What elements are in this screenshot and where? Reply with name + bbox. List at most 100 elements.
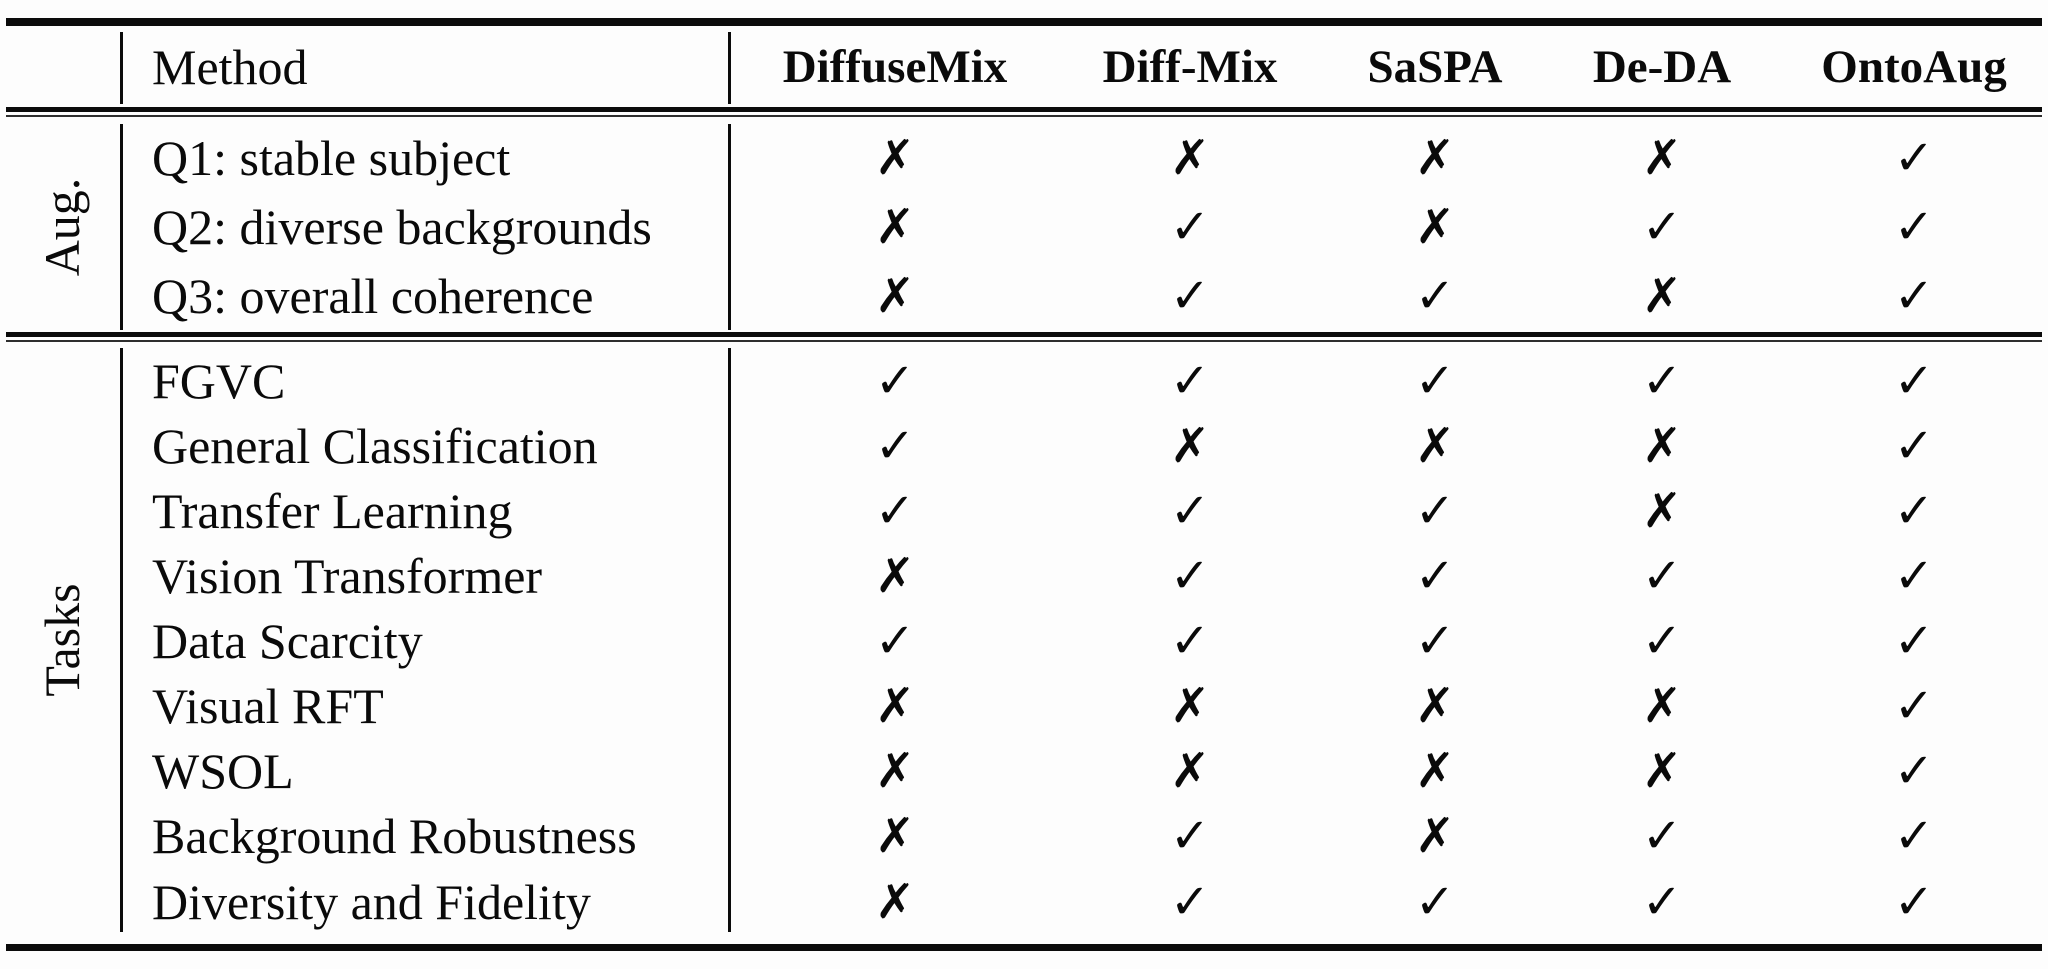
vertical-rule: [120, 124, 123, 330]
vertical-rule: [728, 32, 731, 104]
row-label: WSOL: [152, 743, 294, 799]
check-icon: ✓: [1893, 743, 1935, 799]
cross-icon: ✗: [874, 268, 916, 324]
check-icon: ✓: [1414, 268, 1456, 324]
row-label: Q1: stable subject: [152, 130, 511, 186]
row-label: Q2: diverse backgrounds: [152, 199, 652, 255]
cross-icon: ✗: [874, 199, 916, 255]
vertical-rule: [120, 348, 123, 932]
column-header-diff-mix: Diff-Mix: [1102, 41, 1278, 93]
row-label: General Classification: [152, 418, 598, 474]
check-icon: ✓: [1893, 483, 1935, 539]
cross-icon: ✗: [1169, 130, 1211, 186]
column-header-diffusemix: DiffuseMix: [782, 41, 1008, 93]
cross-icon: ✗: [1169, 418, 1211, 474]
cross-icon: ✗: [1641, 678, 1683, 734]
cross-icon: ✗: [874, 678, 916, 734]
section-aug: Aug. Q1: stable subject ✗ ✗ ✗ ✗ ✓ Q2: di…: [0, 124, 2048, 330]
section-separator-rule: [6, 332, 2042, 337]
check-icon: ✓: [1893, 199, 1935, 255]
row-fgvc: FGVC ✓ ✓ ✓ ✓ ✓: [0, 348, 2048, 414]
check-icon: ✓: [1169, 199, 1211, 255]
row-visual-rft: Visual RFT ✗ ✗ ✗ ✗ ✓: [0, 673, 2048, 739]
check-icon: ✓: [874, 353, 916, 409]
row-q1-stable-subject: Q1: stable subject ✗ ✗ ✗ ✗ ✓: [0, 124, 2048, 193]
row-label: Background Robustness: [152, 808, 637, 864]
vertical-rule: [728, 124, 731, 330]
row-wsol: WSOL ✗ ✗ ✗ ✗ ✓: [0, 738, 2048, 804]
check-icon: ✓: [1641, 808, 1683, 864]
check-icon: ✓: [1641, 353, 1683, 409]
column-header-saspa: SaSPA: [1367, 41, 1503, 93]
check-icon: ✓: [1414, 353, 1456, 409]
row-label: Transfer Learning: [152, 483, 513, 539]
row-label: Q3: overall coherence: [152, 268, 594, 324]
method-column-header: Method: [152, 39, 308, 95]
check-icon: ✓: [1169, 808, 1211, 864]
cross-icon: ✗: [1641, 130, 1683, 186]
cross-icon: ✗: [874, 743, 916, 799]
check-icon: ✓: [1893, 268, 1935, 324]
check-icon: ✓: [1893, 418, 1935, 474]
cross-icon: ✗: [1641, 743, 1683, 799]
cross-icon: ✗: [1641, 418, 1683, 474]
column-header-ontoaug: OntoAug: [1821, 41, 2007, 93]
check-icon: ✓: [1169, 548, 1211, 604]
row-label: Visual RFT: [152, 678, 384, 734]
row-q2-diverse-backgrounds: Q2: diverse backgrounds ✗ ✓ ✗ ✓ ✓: [0, 193, 2048, 262]
table-top-rule: [6, 18, 2042, 26]
cross-icon: ✗: [1169, 678, 1211, 734]
check-icon: ✓: [1893, 808, 1935, 864]
row-label: Vision Transformer: [152, 548, 543, 604]
cross-icon: ✗: [874, 548, 916, 604]
table-bottom-rule: [6, 944, 2042, 951]
row-background-robustness: Background Robustness ✗ ✓ ✗ ✓ ✓: [0, 803, 2048, 869]
check-icon: ✓: [1641, 199, 1683, 255]
cross-icon: ✗: [1414, 678, 1456, 734]
row-data-scarcity: Data Scarcity ✓ ✓ ✓ ✓ ✓: [0, 608, 2048, 674]
check-icon: ✓: [1169, 268, 1211, 324]
check-icon: ✓: [1169, 353, 1211, 409]
column-header-de-da: De-DA: [1592, 41, 1732, 93]
cross-icon: ✗: [874, 874, 916, 930]
row-vision-transformer: Vision Transformer ✗ ✓ ✓ ✓ ✓: [0, 543, 2048, 609]
check-icon: ✓: [1414, 874, 1456, 930]
check-icon: ✓: [1893, 130, 1935, 186]
check-icon: ✓: [1414, 613, 1456, 669]
check-icon: ✓: [1169, 483, 1211, 539]
row-transfer-learning: Transfer Learning ✓ ✓ ✓ ✗ ✓: [0, 478, 2048, 544]
cross-icon: ✗: [1641, 483, 1683, 539]
vertical-rule: [728, 348, 731, 932]
row-diversity-and-fidelity: Diversity and Fidelity ✗ ✓ ✓ ✓ ✓: [0, 869, 2048, 935]
check-icon: ✓: [1169, 613, 1211, 669]
row-label: Diversity and Fidelity: [152, 874, 591, 930]
section-separator-rule-2: [6, 340, 2042, 342]
row-label: Data Scarcity: [152, 613, 423, 669]
check-icon: ✓: [1893, 678, 1935, 734]
header-separator-rule: [6, 107, 2042, 112]
row-q3-overall-coherence: Q3: overall coherence ✗ ✓ ✓ ✗ ✓: [0, 262, 2048, 331]
check-icon: ✓: [1641, 874, 1683, 930]
vertical-rule: [120, 32, 123, 104]
cross-icon: ✗: [1414, 130, 1456, 186]
cross-icon: ✗: [1414, 743, 1456, 799]
check-icon: ✓: [874, 483, 916, 539]
cross-icon: ✗: [1414, 418, 1456, 474]
check-icon: ✓: [1169, 874, 1211, 930]
cross-icon: ✗: [1414, 199, 1456, 255]
check-icon: ✓: [1414, 548, 1456, 604]
header-separator-rule-2: [6, 115, 2042, 117]
check-icon: ✓: [1641, 613, 1683, 669]
check-icon: ✓: [1414, 483, 1456, 539]
cross-icon: ✗: [1169, 743, 1211, 799]
check-icon: ✓: [1893, 613, 1935, 669]
check-icon: ✓: [874, 613, 916, 669]
cross-icon: ✗: [874, 130, 916, 186]
section-tasks: Tasks FGVC ✓ ✓ ✓ ✓ ✓ General Classificat…: [0, 348, 2048, 932]
cross-icon: ✗: [874, 808, 916, 864]
row-label: FGVC: [152, 353, 286, 409]
check-icon: ✓: [1893, 548, 1935, 604]
check-icon: ✓: [1893, 874, 1935, 930]
cross-icon: ✗: [1641, 268, 1683, 324]
